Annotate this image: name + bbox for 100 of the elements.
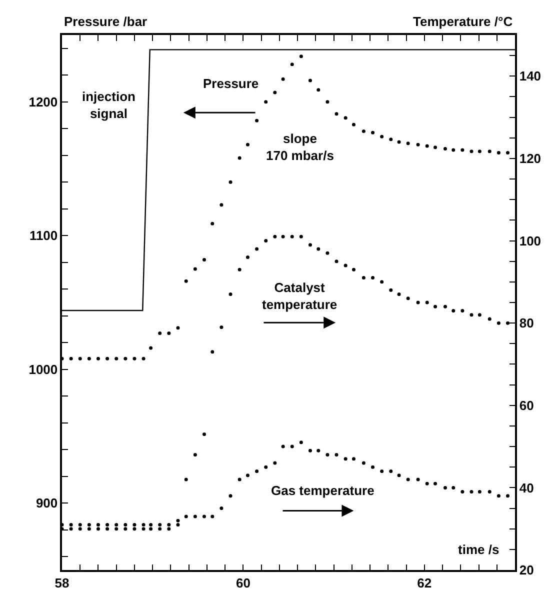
point <box>87 527 91 531</box>
point <box>470 490 474 494</box>
point <box>87 356 91 360</box>
point <box>316 247 320 251</box>
point <box>496 321 500 325</box>
point <box>281 444 285 448</box>
point <box>334 112 338 116</box>
point <box>406 478 410 482</box>
point <box>478 490 482 494</box>
point <box>389 469 393 473</box>
annotation: slope 170 mbar/s <box>266 131 334 163</box>
point <box>434 482 438 486</box>
point <box>389 138 393 142</box>
point <box>344 457 348 461</box>
y2-tick-label: 100 <box>519 233 542 248</box>
point <box>460 148 464 152</box>
point <box>425 144 429 148</box>
point <box>202 432 206 436</box>
point <box>132 522 136 526</box>
point <box>362 130 366 134</box>
point <box>149 346 153 350</box>
point <box>132 356 136 360</box>
point <box>176 518 180 522</box>
point <box>114 522 118 526</box>
point <box>210 222 214 226</box>
y-tick-label: 1000 <box>28 362 58 377</box>
x-tick-label: 58 <box>54 575 70 590</box>
y2-tick-label: 20 <box>519 562 534 578</box>
point <box>114 356 118 360</box>
point <box>106 356 110 360</box>
point <box>352 268 356 272</box>
point <box>273 234 277 238</box>
point <box>176 522 180 526</box>
point <box>434 304 438 308</box>
point <box>326 453 330 457</box>
point <box>380 469 384 473</box>
point <box>290 234 294 238</box>
point <box>69 356 73 360</box>
point <box>238 268 242 272</box>
point <box>397 474 401 478</box>
point <box>470 313 474 317</box>
point <box>78 522 82 526</box>
point <box>352 457 356 461</box>
point <box>488 150 492 154</box>
point <box>246 142 250 146</box>
point <box>142 527 146 531</box>
y2-tick-label: 80 <box>519 316 534 331</box>
point <box>96 527 100 531</box>
point <box>246 474 250 478</box>
point <box>316 88 320 92</box>
x-axis-title: time /s <box>458 542 500 557</box>
point <box>193 267 197 271</box>
y2-axis-title: Temperature /°C <box>413 14 514 29</box>
point <box>290 62 294 66</box>
point <box>488 490 492 494</box>
point <box>255 469 259 473</box>
point <box>334 453 338 457</box>
point <box>416 142 420 146</box>
point <box>132 527 136 531</box>
point <box>149 527 153 531</box>
point <box>228 292 232 296</box>
point <box>434 146 438 150</box>
point <box>142 522 146 526</box>
point <box>506 494 510 498</box>
point <box>344 116 348 120</box>
point <box>114 527 118 531</box>
point <box>167 522 171 526</box>
point <box>371 276 375 280</box>
annotation: injection signal <box>82 89 136 121</box>
point <box>202 258 206 262</box>
point <box>96 522 100 526</box>
point <box>460 490 464 494</box>
point <box>281 234 285 238</box>
point <box>167 527 171 531</box>
point <box>416 300 420 304</box>
point <box>362 461 366 465</box>
point <box>220 506 224 510</box>
point <box>316 448 320 452</box>
point <box>210 350 214 354</box>
point <box>281 77 285 81</box>
point <box>443 304 447 308</box>
annotation: Pressure <box>203 76 259 91</box>
point <box>452 148 456 152</box>
point <box>362 276 366 280</box>
point <box>264 465 268 469</box>
point <box>290 444 294 448</box>
point <box>69 527 73 531</box>
point <box>406 142 410 146</box>
point <box>124 527 128 531</box>
point <box>326 251 330 255</box>
point <box>308 243 312 247</box>
point <box>425 300 429 304</box>
point <box>478 150 482 154</box>
point <box>443 146 447 150</box>
x-tick-label: 60 <box>236 575 250 590</box>
point <box>326 100 330 104</box>
point <box>352 122 356 126</box>
annotation: Catalyst temperature <box>262 280 338 312</box>
point <box>220 203 224 207</box>
x-tick-label: 62 <box>417 575 432 590</box>
